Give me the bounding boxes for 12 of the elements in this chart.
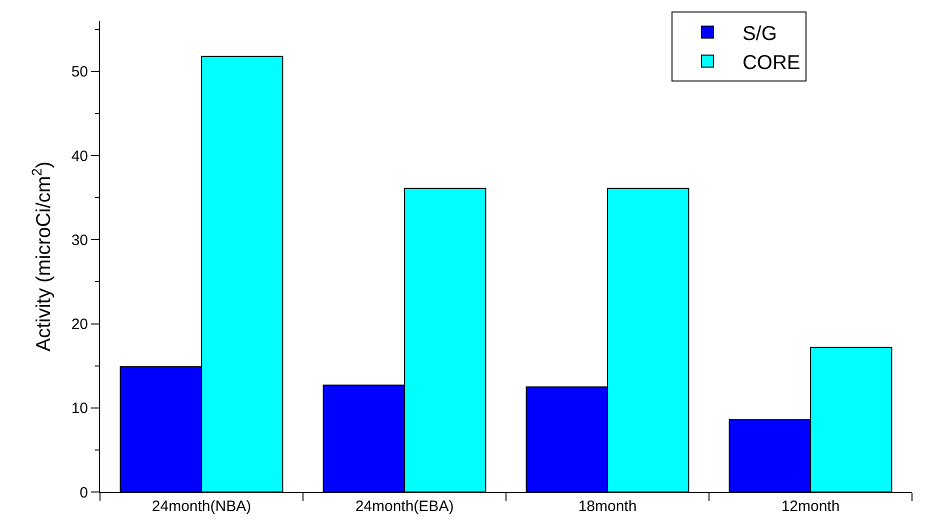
legend-label: S/G [742,22,777,45]
y-tick-label: 30 [71,232,88,249]
y-tick-label: 0 [80,484,88,502]
y-tick-label: 40 [71,148,88,165]
y-tick-label: 10 [71,400,88,418]
y-tick-label: 50 [71,64,88,81]
x-tick-label: 24month(NBA) [152,498,252,515]
x-tick-label: 12month [781,498,840,515]
x-tick-label: 18month [578,498,637,515]
y-tick-label: 20 [71,316,88,334]
legend-label: CORE [742,52,800,74]
x-tick-label: 24month(EBA) [355,498,454,515]
